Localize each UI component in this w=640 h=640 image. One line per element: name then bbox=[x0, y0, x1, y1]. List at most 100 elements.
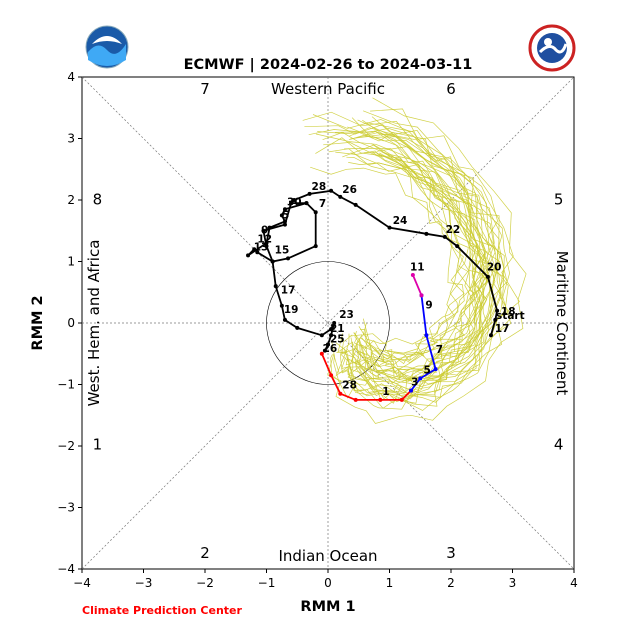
ensemble-member-line bbox=[360, 122, 493, 364]
ensemble-member-line bbox=[333, 144, 489, 400]
trajectory-point bbox=[264, 244, 269, 249]
trajectory-point bbox=[399, 397, 404, 402]
day-label: 26 bbox=[342, 184, 357, 196]
trajectory-point bbox=[409, 388, 414, 393]
trajectory-point bbox=[292, 198, 297, 202]
trajectory-point bbox=[261, 228, 266, 233]
region-label: Maritime Continent bbox=[553, 251, 571, 396]
day-label: 5 bbox=[423, 364, 430, 376]
x-tick-label: 3 bbox=[509, 576, 517, 590]
trajectory-point bbox=[279, 213, 284, 218]
phase-number: 1 bbox=[93, 435, 103, 453]
trajectory-point bbox=[289, 201, 294, 206]
trajectory-point bbox=[313, 244, 318, 249]
day-label: 9 bbox=[425, 300, 432, 312]
x-tick-label: 2 bbox=[447, 576, 455, 590]
trajectory-point bbox=[329, 333, 334, 338]
region-label: West. Hem. and Africa bbox=[85, 240, 103, 407]
ensemble-member-line bbox=[308, 128, 501, 378]
chart-title: ECMWF | 2024-02-26 to 2024-03-11 bbox=[184, 57, 473, 73]
day-label: 24 bbox=[393, 215, 408, 227]
trajectory-point bbox=[295, 325, 300, 330]
ensemble-member-line bbox=[327, 97, 527, 424]
x-tick-label: 0 bbox=[324, 576, 332, 590]
trajectory-point bbox=[255, 250, 260, 255]
ensemble-member-line bbox=[312, 114, 505, 407]
trajectory-point bbox=[329, 188, 334, 193]
ensemble-members bbox=[302, 97, 527, 424]
trajectory-point bbox=[286, 256, 291, 261]
trajectory-point bbox=[313, 210, 318, 215]
trajectory-point bbox=[419, 293, 424, 298]
trajectory-point bbox=[246, 253, 251, 258]
day-label: 13 bbox=[254, 241, 269, 253]
trajectory-point bbox=[252, 247, 257, 252]
trajectory-point bbox=[455, 244, 460, 249]
trajectory-point bbox=[267, 225, 272, 230]
nws-logo bbox=[528, 24, 576, 72]
trajectory-point bbox=[319, 333, 324, 338]
x-tick-label: −2 bbox=[196, 576, 214, 590]
phase-number: 4 bbox=[554, 435, 564, 453]
trajectory-point bbox=[282, 317, 287, 322]
trajectory-point bbox=[353, 202, 358, 207]
phase-number: 2 bbox=[200, 544, 210, 562]
trajectory-point bbox=[279, 303, 284, 308]
phase-number: 8 bbox=[93, 191, 103, 209]
trajectory-point bbox=[485, 274, 490, 279]
trajectory-point bbox=[424, 333, 429, 338]
ensemble-member-line bbox=[328, 148, 460, 345]
trajectory-point bbox=[493, 317, 498, 322]
trajectory-point bbox=[418, 376, 423, 381]
ensemble-member-line bbox=[310, 166, 465, 365]
x-tick-label: −4 bbox=[73, 576, 91, 590]
x-axis-label: RMM 1 bbox=[300, 599, 355, 615]
trajectory-point bbox=[353, 397, 358, 402]
y-tick-label: 3 bbox=[67, 132, 75, 146]
ensemble-member-line bbox=[354, 108, 508, 384]
day-label: 19 bbox=[284, 304, 299, 316]
day-label: 30 bbox=[287, 196, 302, 208]
trajectory-point bbox=[338, 391, 343, 396]
trajectory-point bbox=[410, 273, 415, 278]
phase-number: 7 bbox=[200, 80, 210, 98]
x-tick-label: 4 bbox=[570, 576, 578, 590]
ensemble-member-line bbox=[341, 117, 513, 402]
x-tick-label: 1 bbox=[386, 576, 394, 590]
day-label: 21 bbox=[330, 323, 345, 335]
day-label: 23 bbox=[339, 309, 354, 321]
x-tick-label: −1 bbox=[258, 576, 276, 590]
ensemble-member-line bbox=[315, 137, 479, 361]
y-tick-label: 2 bbox=[67, 193, 75, 207]
day-label: 12 bbox=[257, 233, 272, 245]
ensemble-member-line bbox=[348, 132, 496, 385]
day-label: 7 bbox=[319, 198, 326, 210]
day-label: 15 bbox=[275, 244, 290, 256]
day-label: 26 bbox=[323, 343, 338, 355]
phase-number: 6 bbox=[446, 80, 456, 98]
amplitude-circle bbox=[266, 261, 390, 385]
day-label: 17 bbox=[281, 284, 296, 296]
y-tick-label: 4 bbox=[67, 70, 75, 84]
trajectory-point bbox=[338, 194, 343, 199]
trajectory-point bbox=[433, 367, 438, 372]
day-label: 28 bbox=[342, 380, 357, 392]
credit-text: Climate Prediction Center bbox=[82, 604, 242, 617]
trajectory-point bbox=[270, 259, 275, 264]
trajectory-point bbox=[322, 348, 327, 353]
ensemble-member-line bbox=[359, 152, 487, 382]
trajectory-point bbox=[442, 234, 447, 239]
trajectory-point bbox=[488, 333, 493, 338]
y-tick-label: 0 bbox=[67, 316, 75, 330]
trajectory-point bbox=[332, 321, 337, 325]
day-label: start bbox=[496, 310, 525, 322]
ensemble-member-line bbox=[345, 126, 509, 404]
ensemble-member-line bbox=[336, 146, 501, 404]
ensemble-member-line bbox=[346, 156, 469, 362]
y-tick-label: −4 bbox=[57, 562, 75, 576]
trajectory-point bbox=[387, 225, 392, 230]
y-axis-label: RMM 2 bbox=[30, 295, 46, 350]
day-label: 1 bbox=[382, 386, 389, 398]
